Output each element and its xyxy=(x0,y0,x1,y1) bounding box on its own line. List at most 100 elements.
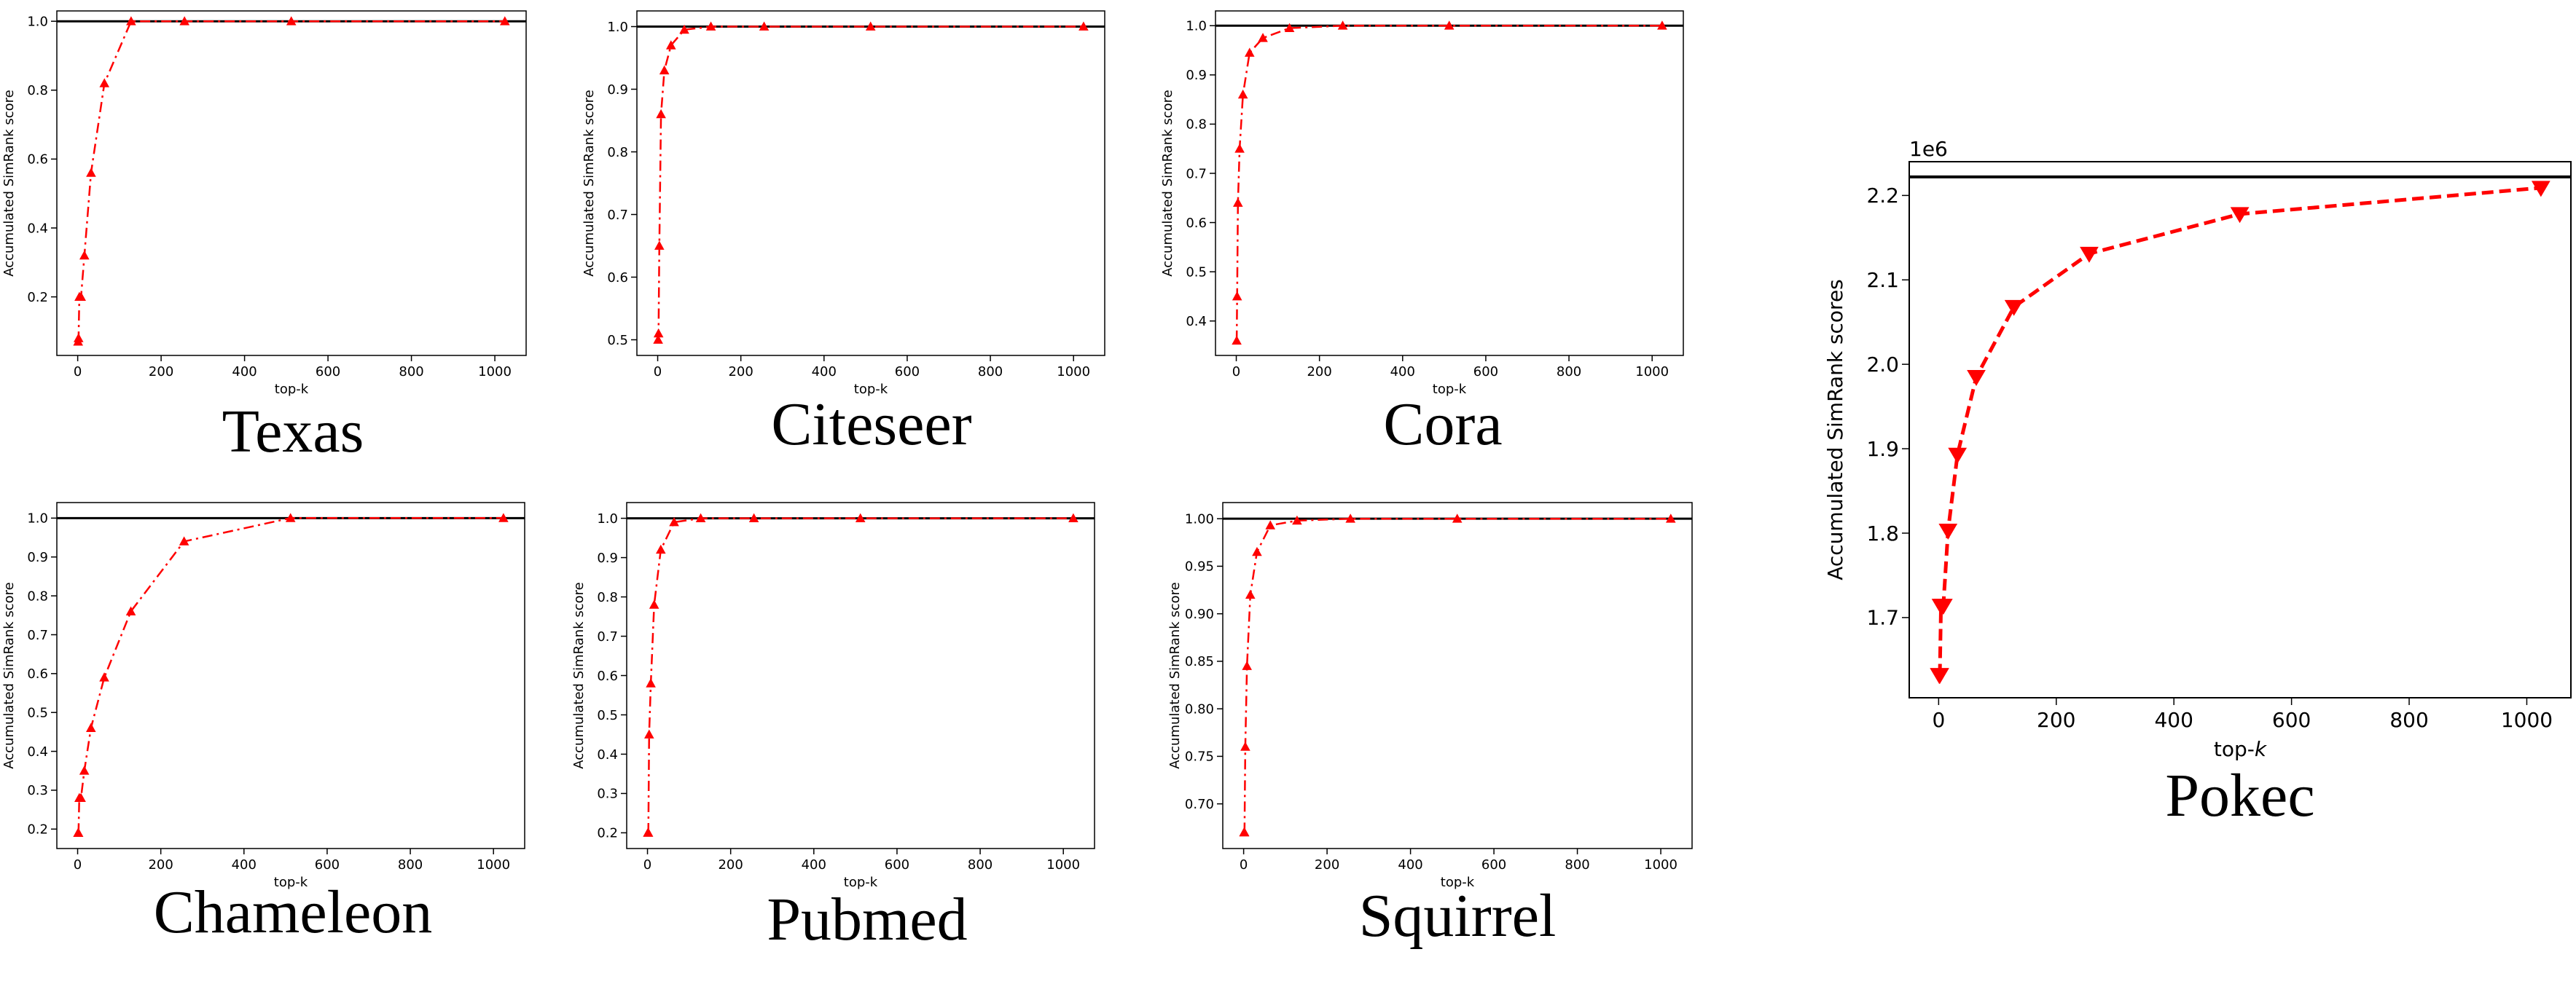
y-axis-label: Accumulated SimRank score xyxy=(1,90,17,276)
data-point xyxy=(1292,515,1302,525)
y-tick-label: 0.9 xyxy=(27,550,48,565)
y-tick-label: 0.5 xyxy=(597,708,618,723)
y-tick-label: 0.90 xyxy=(1185,607,1214,622)
x-tick-label: 0 xyxy=(1240,857,1248,873)
x-tick-label: 200 xyxy=(148,857,173,873)
data-point xyxy=(659,65,670,75)
x-tick-label: 1000 xyxy=(1057,364,1090,379)
data-point xyxy=(656,109,666,119)
x-tick-label: 1000 xyxy=(1635,364,1669,379)
plot-frame xyxy=(1215,10,1684,356)
data-point xyxy=(86,723,96,732)
y-tick-label: 0.7 xyxy=(1186,166,1207,181)
data-point xyxy=(1337,20,1348,30)
panel-caption: Cora xyxy=(1383,390,1502,458)
data-point xyxy=(500,16,510,25)
data-point xyxy=(99,78,110,87)
panel-caption: Chameleon xyxy=(154,878,433,946)
x-tick-label: 400 xyxy=(1390,364,1415,379)
chart-panel-1: 0 200 400 600 800 1000 0.2 0.4 0.6 0.8 1.0 top-k Acc… xyxy=(1,10,527,465)
y-tick-label: 2.0 xyxy=(1866,353,1899,377)
data-point xyxy=(643,827,654,837)
y-tick-label: 0.8 xyxy=(27,83,48,98)
data-point xyxy=(1233,197,1243,207)
y-tick-label: 0.6 xyxy=(597,669,618,684)
plot-frame xyxy=(56,10,527,356)
data-point xyxy=(125,606,136,615)
x-axis-label-part: k xyxy=(2255,737,2268,761)
y-axis-label: Accumulated SimRank scores xyxy=(1823,279,1847,580)
data-point xyxy=(2080,246,2099,263)
y-tick-label: 0.9 xyxy=(597,551,618,566)
data-point xyxy=(1240,741,1250,751)
y-tick-label: 0.8 xyxy=(597,590,618,605)
y-tick-label: 1.0 xyxy=(607,20,628,35)
y-tick-label: 0.95 xyxy=(1185,559,1214,575)
data-point xyxy=(865,21,876,31)
series-line xyxy=(77,20,505,342)
x-tick-label: 800 xyxy=(1557,364,1581,379)
y-tick-label: 0.80 xyxy=(1185,701,1214,717)
y-tick-label: 1.7 xyxy=(1866,606,1899,630)
x-tick-label: 400 xyxy=(232,857,257,873)
data-point xyxy=(653,328,664,338)
data-point xyxy=(759,21,770,31)
data-point xyxy=(1232,291,1242,301)
y-tick-label: 0.5 xyxy=(607,333,628,348)
x-tick-label: 200 xyxy=(718,857,743,873)
y-tick-label: 0.7 xyxy=(607,208,628,223)
x-tick-label: 400 xyxy=(802,857,826,873)
y-tick-label: 0.2 xyxy=(597,826,618,841)
plot-frame xyxy=(636,10,1105,356)
y-tick-label: 0.4 xyxy=(1186,314,1207,329)
y-tick-label: 0.6 xyxy=(1186,216,1207,231)
data-point xyxy=(1234,143,1245,153)
x-tick-label: 600 xyxy=(1481,857,1506,873)
x-tick-label: 400 xyxy=(1398,857,1422,873)
x-tick-label: 1000 xyxy=(1046,857,1080,873)
x-axis-label: top-k xyxy=(2214,737,2268,761)
data-point xyxy=(1452,513,1463,523)
data-point xyxy=(654,240,665,250)
data-point xyxy=(653,334,663,344)
y-tick-label: 0.9 xyxy=(1186,68,1207,83)
data-point xyxy=(1237,89,1248,99)
y-tick-label: 1.0 xyxy=(27,511,48,527)
x-axis-label: top-k xyxy=(854,382,888,397)
y-offset-label: 1e6 xyxy=(1909,137,1948,161)
x-tick-label: 0 xyxy=(654,364,662,379)
data-point xyxy=(1252,546,1262,556)
data-point xyxy=(1933,599,1953,615)
x-tick-label: 0 xyxy=(74,857,82,873)
x-tick-label: 800 xyxy=(398,857,423,873)
x-tick-label: 1000 xyxy=(477,857,510,873)
y-axis-label: Accumulated SimRank score xyxy=(1160,90,1175,276)
x-tick-label: 800 xyxy=(968,857,993,873)
data-point xyxy=(1245,589,1256,599)
panel-caption: Pubmed xyxy=(767,886,967,953)
data-point xyxy=(695,513,706,522)
data-point xyxy=(1948,447,1968,464)
x-axis-label: top-k xyxy=(1433,382,1467,397)
y-tick-label: 0.9 xyxy=(607,82,628,98)
data-point xyxy=(73,827,84,838)
series-line xyxy=(1235,25,1662,341)
data-point xyxy=(1245,47,1255,57)
data-point xyxy=(2230,207,2250,224)
plot-frame xyxy=(56,502,525,849)
x-tick-label: 600 xyxy=(895,364,920,379)
data-point xyxy=(99,672,109,682)
y-tick-label: 1.00 xyxy=(1185,511,1214,527)
data-point xyxy=(1930,668,1949,685)
y-tick-label: 0.8 xyxy=(607,145,628,160)
series-line xyxy=(77,517,504,834)
data-point xyxy=(126,16,136,25)
series-line xyxy=(647,517,1073,834)
data-point xyxy=(76,291,86,301)
x-tick-label: 1000 xyxy=(2501,708,2553,732)
x-tick-label: 600 xyxy=(316,364,340,379)
y-tick-label: 2.1 xyxy=(1866,268,1899,292)
x-tick-label: 600 xyxy=(1473,364,1498,379)
plot-frame xyxy=(1908,161,2572,698)
